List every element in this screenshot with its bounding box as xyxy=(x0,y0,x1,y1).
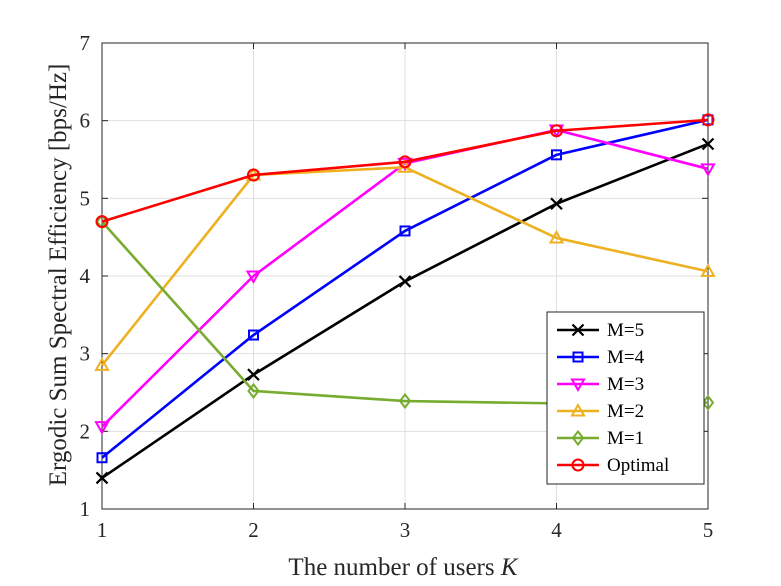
data-point xyxy=(550,197,563,211)
data-point xyxy=(245,270,262,285)
series-line xyxy=(101,118,709,223)
y-tick-label: 5 xyxy=(80,186,91,210)
x-tick-label: 3 xyxy=(400,518,411,542)
data-point xyxy=(398,155,412,169)
y-axis-label: Ergodic Sum Spectral Efficiency [bps/Hz] xyxy=(45,64,72,487)
legend-marker xyxy=(571,458,585,472)
series-optimal xyxy=(95,113,715,229)
x-tick-label: 4 xyxy=(551,518,562,542)
legend-item: M=1 xyxy=(557,428,644,449)
legend-item: M=5 xyxy=(557,320,644,341)
x-tick-label: 1 xyxy=(97,518,108,542)
y-tick-label: 2 xyxy=(80,419,91,443)
legend-label: M=2 xyxy=(607,401,644,422)
data-point xyxy=(398,392,412,410)
data-point xyxy=(701,137,715,151)
marker-stroke xyxy=(247,368,260,381)
data-point xyxy=(96,452,108,464)
x-axis-label: The number of users K xyxy=(288,554,518,581)
legend-marker xyxy=(570,402,586,417)
marker-stroke xyxy=(95,471,109,485)
data-point xyxy=(95,471,109,485)
x-tick-label: 2 xyxy=(248,518,259,542)
legend-label: M=5 xyxy=(607,320,644,341)
legend-label: Optimal xyxy=(607,455,669,476)
data-point xyxy=(247,368,260,381)
series-m-5 xyxy=(95,137,715,485)
data-point xyxy=(548,229,565,244)
legend-item: M=4 xyxy=(557,347,645,368)
marker-stroke xyxy=(398,275,412,288)
grid xyxy=(102,43,708,509)
data-point xyxy=(399,225,411,237)
y-tick-label: 7 xyxy=(80,31,91,55)
data-point xyxy=(95,215,109,229)
data-point xyxy=(397,157,413,172)
series-line xyxy=(101,128,709,428)
legend-item: M=2 xyxy=(557,401,644,422)
data-point xyxy=(247,168,260,182)
data-point xyxy=(94,357,110,371)
data-point xyxy=(94,421,110,435)
legend-item: M=3 xyxy=(557,374,644,395)
marker-stroke xyxy=(571,323,585,337)
x-tick-label: 5 xyxy=(703,518,714,542)
legend-box xyxy=(546,311,705,485)
y-tick-label: 4 xyxy=(80,264,91,288)
legend-marker xyxy=(570,378,586,393)
data-point xyxy=(248,329,259,341)
legend: M=5 M=4 M=3 M=2 M=1 Optimal xyxy=(546,311,705,485)
y-tick-label: 6 xyxy=(80,109,91,133)
marker-stroke xyxy=(550,197,563,211)
data-point xyxy=(700,163,716,177)
data-point xyxy=(700,263,716,277)
series-layer xyxy=(94,113,716,485)
legend-label: M=4 xyxy=(607,347,645,368)
data-point xyxy=(550,124,563,138)
y-tick-label: 3 xyxy=(80,342,91,366)
data-point xyxy=(701,113,715,127)
marker-stroke xyxy=(701,137,715,151)
legend-marker xyxy=(572,351,584,363)
legend-marker xyxy=(571,323,585,337)
legend-item: Optimal xyxy=(557,455,669,476)
legend-label: M=3 xyxy=(607,374,644,395)
x-axis-symbol: K xyxy=(500,554,519,581)
legend-marker xyxy=(571,429,585,447)
data-point xyxy=(247,382,260,400)
data-point xyxy=(398,275,412,288)
y-tick-label: 1 xyxy=(80,497,91,521)
data-point xyxy=(701,394,715,411)
data-point xyxy=(551,149,562,161)
legend-label: M=1 xyxy=(607,428,644,449)
